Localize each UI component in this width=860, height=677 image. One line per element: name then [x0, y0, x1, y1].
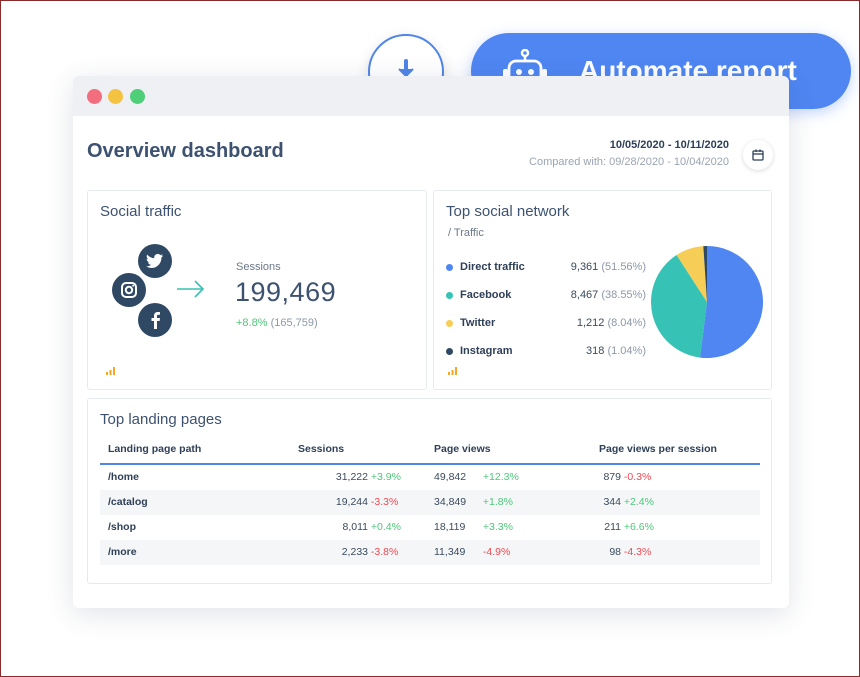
legend-value: 318 (1.04%) — [586, 345, 646, 357]
signal-bars-icon — [448, 367, 457, 375]
row-sessions: 19,244 -3.3% — [290, 490, 426, 515]
pie-slice-twitter — [676, 246, 707, 302]
row-views-change: +1.8% — [482, 496, 513, 508]
pie-slice-direct-traffic — [700, 246, 764, 358]
row-views-per-session: 211 +6.6% — [604, 521, 654, 533]
row-sessions: 8,011 +0.4% — [342, 521, 402, 533]
legend-item-twitter: Twitter 1,212 (8.04%) — [446, 316, 646, 332]
row-sessions-change: -3.8% — [370, 546, 399, 558]
row-path: /more — [100, 540, 290, 565]
calendar-icon — [752, 149, 764, 161]
table-row[interactable]: /home 31,222 +3.9% 49,842 +12.3% 879 -0.3% — [100, 464, 760, 490]
social-traffic-title: Social traffic — [100, 203, 182, 220]
instagram-icon — [112, 273, 146, 307]
calendar-button[interactable] — [743, 140, 773, 170]
comparison-range: Compared with: 09/28/2020 - 10/04/2020 — [529, 156, 729, 168]
row-page-views: 49,842 +12.3% — [434, 471, 519, 483]
pie-slice-instagram — [703, 246, 707, 302]
row-views-change: +12.3% — [482, 471, 519, 483]
row-sessions: 2,233 -3.8% — [290, 540, 426, 565]
legend-dot — [446, 264, 453, 271]
minimize-window-dot[interactable] — [108, 89, 123, 104]
row-pvs-change: +6.6% — [623, 521, 654, 533]
legend-dot — [446, 348, 453, 355]
dashboard-window: Overview dashboard 10/05/2020 - 10/11/20… — [73, 76, 789, 608]
top-social-network-title: Top social network — [446, 203, 570, 220]
twitter-icon — [138, 244, 172, 278]
legend-name: Instagram — [460, 345, 513, 357]
row-views-per-session: 344 +2.4% — [591, 490, 760, 515]
arrow-right-icon — [177, 280, 205, 298]
sessions-change-pct: +8.8% — [236, 317, 268, 329]
legend-value: 1,212 (8.04%) — [576, 317, 646, 329]
legend-dot — [446, 320, 453, 327]
signal-bars-icon — [106, 367, 115, 375]
row-pvs-change: +2.4% — [623, 496, 654, 508]
column-header-path[interactable]: Landing page path — [100, 439, 290, 465]
table-row[interactable]: /shop 8,011 +0.4% 18,119 +3.3% 211 +6.6% — [100, 515, 760, 540]
top-social-network-card: Top social network / Traffic Direct traf… — [433, 190, 772, 390]
legend-dot — [446, 292, 453, 299]
sessions-change: +8.8% (165,759) — [236, 317, 318, 329]
top-landing-pages-title: Top landing pages — [100, 411, 222, 428]
column-header-page-views[interactable]: Page views — [426, 439, 591, 465]
row-page-views: 18,119 +3.3% — [434, 521, 513, 533]
table-row[interactable]: /more 2,233 -3.8% 11,349 -4.9% 98 -4.3% — [100, 540, 760, 565]
sessions-label: Sessions — [236, 261, 281, 273]
top-social-network-subtitle: / Traffic — [448, 227, 484, 239]
column-header-views-per-session[interactable]: Page views per session — [591, 439, 760, 465]
row-views-change: -4.9% — [482, 546, 511, 558]
row-sessions-change: +0.4% — [370, 521, 401, 533]
date-range: 10/05/2020 - 10/11/2020 — [609, 139, 729, 151]
landing-pages-table: Landing page path Sessions Page views Pa… — [100, 439, 760, 565]
social-traffic-card: Social traffic Sessions 199,469 +8.8% (1… — [87, 190, 427, 390]
page-title: Overview dashboard — [87, 140, 284, 162]
legend-value: 9,361 (51.56%) — [570, 261, 646, 273]
traffic-pie-chart — [651, 246, 764, 358]
row-sessions: 31,222 +3.9% — [335, 471, 401, 483]
legend-name: Facebook — [460, 289, 512, 301]
row-sessions-change: -3.3% — [370, 496, 399, 508]
row-path: /home — [108, 471, 139, 483]
legend-item-instagram: Instagram 318 (1.04%) — [446, 344, 646, 360]
row-views-per-session: 879 -0.3% — [603, 471, 652, 483]
legend-item-facebook: Facebook 8,467 (38.55%) — [446, 288, 646, 304]
legend-item-direct: Direct traffic 9,361 (51.56%) — [446, 260, 646, 276]
maximize-window-dot[interactable] — [130, 89, 145, 104]
pie-slice-facebook — [651, 255, 707, 358]
legend-value: 8,467 (38.55%) — [570, 289, 646, 301]
row-views-per-session: 98 -4.3% — [591, 540, 760, 565]
close-window-dot[interactable] — [87, 89, 102, 104]
row-sessions-change: +3.9% — [370, 471, 401, 483]
table-row[interactable]: /catalog 19,244 -3.3% 34,849 +1.8% 344 +2.4… — [100, 490, 760, 515]
row-page-views: 11,349 -4.9% — [426, 540, 591, 565]
column-header-sessions[interactable]: Sessions — [290, 439, 426, 465]
sessions-value: 199,469 — [235, 277, 337, 307]
row-pvs-change: -0.3% — [623, 471, 652, 483]
row-path: /shop — [108, 521, 136, 533]
facebook-icon — [138, 303, 172, 337]
row-page-views: 34,849 +1.8% — [426, 490, 591, 515]
sessions-previous: (165,759) — [270, 317, 318, 329]
window-titlebar — [73, 76, 789, 116]
row-views-change: +3.3% — [482, 521, 513, 533]
row-path: /catalog — [100, 490, 290, 515]
legend-name: Twitter — [460, 317, 496, 329]
top-landing-pages-card: Top landing pages Landing page path Sess… — [87, 398, 772, 584]
row-pvs-change: -4.3% — [623, 546, 652, 558]
legend-name: Direct traffic — [460, 261, 525, 273]
